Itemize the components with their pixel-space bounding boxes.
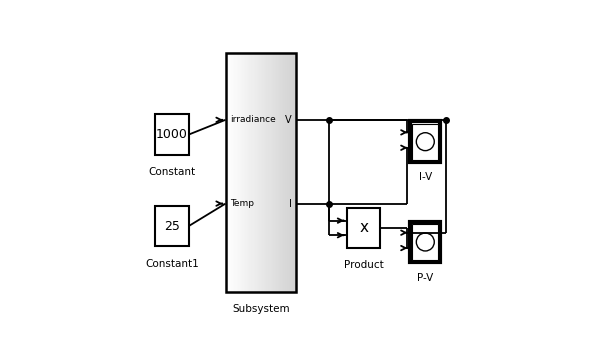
Bar	[259, 53, 261, 292]
Text: x: x	[359, 220, 368, 235]
Text: Product: Product	[344, 260, 384, 270]
Bar	[293, 53, 295, 292]
Bar	[226, 53, 227, 292]
Text: I: I	[289, 199, 292, 209]
Bar	[413, 224, 438, 260]
Bar	[155, 114, 189, 155]
Bar	[231, 53, 233, 292]
Bar	[292, 53, 294, 292]
Bar	[286, 53, 288, 292]
Bar	[253, 53, 254, 292]
Bar	[278, 53, 280, 292]
Bar	[234, 53, 236, 292]
Bar	[268, 53, 270, 292]
Bar	[282, 53, 284, 292]
Bar	[249, 53, 251, 292]
Bar	[238, 53, 240, 292]
Bar	[410, 121, 440, 162]
Bar	[251, 53, 253, 292]
Text: irradiance: irradiance	[230, 115, 275, 124]
Bar	[240, 53, 242, 292]
Bar	[273, 53, 275, 292]
Text: Constant: Constant	[148, 167, 196, 177]
Bar	[413, 124, 438, 160]
Text: Subsystem: Subsystem	[232, 304, 289, 314]
Bar	[248, 53, 250, 292]
Bar	[275, 53, 276, 292]
Bar	[347, 208, 381, 248]
Bar	[229, 53, 230, 292]
Bar	[276, 53, 278, 292]
Bar	[155, 206, 189, 246]
Bar	[241, 53, 243, 292]
Circle shape	[416, 133, 434, 151]
Text: Temp: Temp	[230, 199, 254, 208]
Bar	[230, 53, 232, 292]
Bar	[264, 53, 265, 292]
Bar	[232, 53, 234, 292]
Bar	[267, 53, 268, 292]
Text: 25: 25	[164, 220, 180, 233]
Bar	[256, 53, 258, 292]
Bar	[284, 53, 286, 292]
Bar	[269, 53, 271, 292]
Bar	[235, 53, 237, 292]
Bar	[287, 53, 289, 292]
Bar	[279, 53, 281, 292]
Bar	[237, 53, 238, 292]
Bar	[244, 53, 246, 292]
Bar	[254, 53, 256, 292]
Bar	[258, 53, 260, 292]
Bar	[226, 53, 296, 292]
Bar	[272, 53, 274, 292]
Bar	[227, 53, 229, 292]
Text: V: V	[285, 115, 292, 125]
Bar	[261, 53, 262, 292]
Text: I-V: I-V	[419, 172, 432, 182]
Bar	[262, 53, 264, 292]
Bar	[245, 53, 247, 292]
Bar	[291, 53, 292, 292]
Bar	[289, 53, 291, 292]
Bar	[265, 53, 267, 292]
Bar	[246, 53, 248, 292]
Bar	[255, 53, 257, 292]
Bar	[294, 53, 296, 292]
Bar	[281, 53, 282, 292]
Bar	[283, 53, 285, 292]
Bar	[410, 222, 440, 262]
Text: 1000: 1000	[156, 128, 188, 141]
Text: P-V: P-V	[417, 273, 433, 283]
Circle shape	[416, 233, 434, 251]
Text: Constant1: Constant1	[145, 259, 199, 269]
Bar	[270, 53, 272, 292]
Bar	[242, 53, 244, 292]
